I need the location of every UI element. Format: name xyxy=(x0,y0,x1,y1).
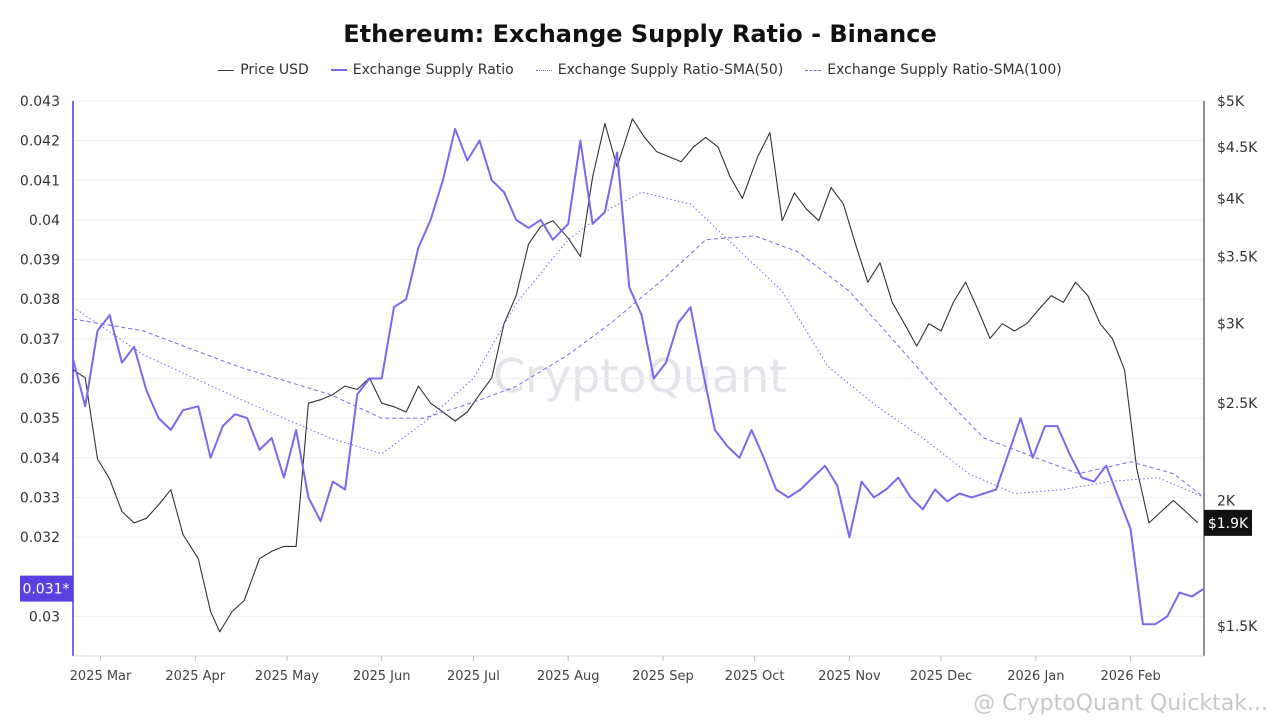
y-left-tick-label: 0.042 xyxy=(20,134,60,150)
chart-title: Ethereum: Exchange Supply Ratio - Binanc… xyxy=(343,20,937,48)
x-tick-label: 2025 Dec xyxy=(910,669,972,684)
legend-item-sma100[interactable]: Exchange Supply Ratio-SMA(100) xyxy=(805,62,1062,78)
legend-item-sma50[interactable]: Exchange Supply Ratio-SMA(50) xyxy=(535,62,784,78)
y-right-tick-label: $5K xyxy=(1217,94,1245,110)
x-tick-label: 2026 Feb xyxy=(1101,669,1161,684)
corner-credit-text: @ CryptoQuant Quicktak... xyxy=(973,691,1268,716)
watermark-text: CryptoQuant xyxy=(493,349,787,403)
x-tick-label: 2025 Nov xyxy=(818,669,881,684)
legend-label-price: Price USD xyxy=(240,62,309,78)
legend-swatch-ratio xyxy=(330,69,347,71)
series-line-sma50 xyxy=(72,191,1205,498)
y-left-tick-label: 0.043 xyxy=(20,94,60,110)
legend-swatch-sma50 xyxy=(535,69,552,71)
y-right-tick-label: $4K xyxy=(1217,191,1245,207)
x-tick-label: 2025 Aug xyxy=(537,669,600,684)
x-tick-label: 2026 Jan xyxy=(1007,669,1064,684)
current-price-box xyxy=(1204,509,1252,536)
y-left-tick-label: 0.033 xyxy=(20,490,60,506)
legend-label-ratio: Exchange Supply Ratio xyxy=(352,62,514,78)
x-tick-label: 2025 Apr xyxy=(165,669,225,684)
current-price-label: $1.9K xyxy=(1208,516,1249,532)
legend: Price USD Exchange Supply Ratio Exchange… xyxy=(0,62,1280,78)
x-tick-label: 2025 May xyxy=(255,669,319,684)
y-right-tick-label: $4.5K xyxy=(1217,140,1258,156)
x-tick-label: 2025 Jun xyxy=(353,669,411,684)
y-left-tick-label: 0.036 xyxy=(20,372,60,388)
y-left-tick-label: 0.034 xyxy=(20,451,60,467)
y-left-tick-label: 0.038 xyxy=(20,292,60,308)
legend-item-ratio[interactable]: Exchange Supply Ratio xyxy=(330,62,514,78)
x-tick-label: 2025 Mar xyxy=(70,669,132,684)
y-right-tick-label: $3.5K xyxy=(1217,250,1258,266)
y-right-tick-label: $2.5K xyxy=(1217,396,1258,412)
y-right-tick-label: $1.5K xyxy=(1217,619,1258,635)
legend-item-price[interactable]: Price USD xyxy=(218,62,309,78)
y-left-tick-label: 0.039 xyxy=(20,253,60,269)
legend-swatch-price xyxy=(218,69,235,71)
series-line-ratio xyxy=(72,127,1205,626)
y-right-tick-label: 2K xyxy=(1217,493,1236,509)
y-left-tick-label: 0.035 xyxy=(20,411,60,427)
legend-swatch-sma100 xyxy=(805,69,822,71)
current-ratio-label: 0.031* xyxy=(22,582,69,598)
y-left-tick-label: 0.04 xyxy=(29,213,60,229)
y-left-tick-label: 0.03 xyxy=(29,609,60,625)
x-tick-label: 2025 Sep xyxy=(632,669,694,684)
y-left-tick-label: 0.041 xyxy=(20,173,60,189)
y-right-tick-label: $3K xyxy=(1217,317,1245,333)
legend-label-sma100: Exchange Supply Ratio-SMA(100) xyxy=(827,62,1062,78)
y-left-tick-label: 0.032 xyxy=(20,530,60,546)
y-left-tick-label: 0.037 xyxy=(20,332,60,348)
x-tick-label: 2025 Jul xyxy=(447,669,500,684)
legend-label-sma50: Exchange Supply Ratio-SMA(50) xyxy=(557,62,784,78)
current-ratio-box xyxy=(20,575,73,602)
x-tick-label: 2025 Oct xyxy=(725,669,785,684)
series-line-sma100 xyxy=(72,235,1205,498)
series-line-price xyxy=(72,118,1199,633)
